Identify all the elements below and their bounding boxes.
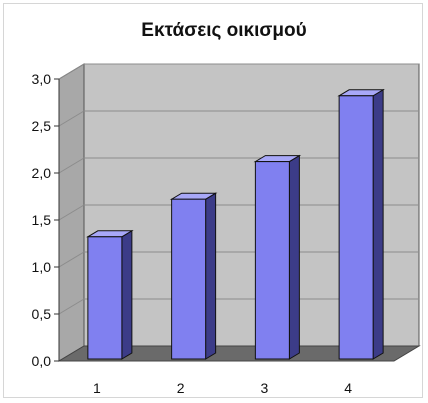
gridline-side: [58, 298, 85, 315]
bar-front: [87, 236, 123, 360]
gridline-side: [58, 251, 85, 268]
y-tick-label: 2,5: [32, 118, 52, 134]
bar-side: [372, 88, 384, 360]
bar-side: [121, 229, 133, 360]
chart-title: Εκτάσεις οικισμού: [141, 20, 306, 41]
y-tick-label: 2,0: [32, 165, 52, 181]
bars: [86, 88, 385, 360]
x-tick-label: 1: [93, 380, 101, 396]
bar: [169, 192, 218, 360]
plot-floor: [57, 345, 421, 362]
y-tick-label: 1,0: [32, 259, 52, 275]
gridline-side: [58, 157, 85, 174]
gridline-side: [58, 204, 85, 221]
bar: [86, 229, 134, 360]
bar-side: [205, 192, 217, 360]
bar-front: [171, 198, 207, 360]
x-tick-label: 2: [177, 380, 185, 396]
bar-side: [288, 154, 300, 360]
y-tick-label: 0,5: [32, 306, 52, 322]
y-tick-label: 3,0: [32, 71, 52, 87]
x-axis-ticks: 1 2 3 4: [93, 380, 352, 396]
y-axis-ticks: 0,0 0,5 1,0 1,5 2,0 2,5 3,0: [32, 71, 60, 369]
bar-chart: Εκτάσεις οικισμού 0,00,51,01,52,02,53,0 …: [32, 20, 421, 396]
x-tick-label: 3: [260, 380, 268, 396]
x-tick-label: 4: [344, 380, 352, 396]
bar: [337, 88, 385, 360]
bar: [253, 154, 302, 360]
chart-container: Εκτάσεις οικισμού 0,0 0,5 1,0 1,5 2,0 2,5 3,0 …: [3, 3, 423, 398]
gridline-side: [58, 63, 85, 80]
bar-front: [338, 95, 374, 360]
bar-front: [254, 161, 290, 360]
y-tick-label: 0,0: [32, 353, 52, 369]
gridline-side: [58, 110, 85, 127]
y-tick-label: 1,5: [32, 212, 52, 228]
